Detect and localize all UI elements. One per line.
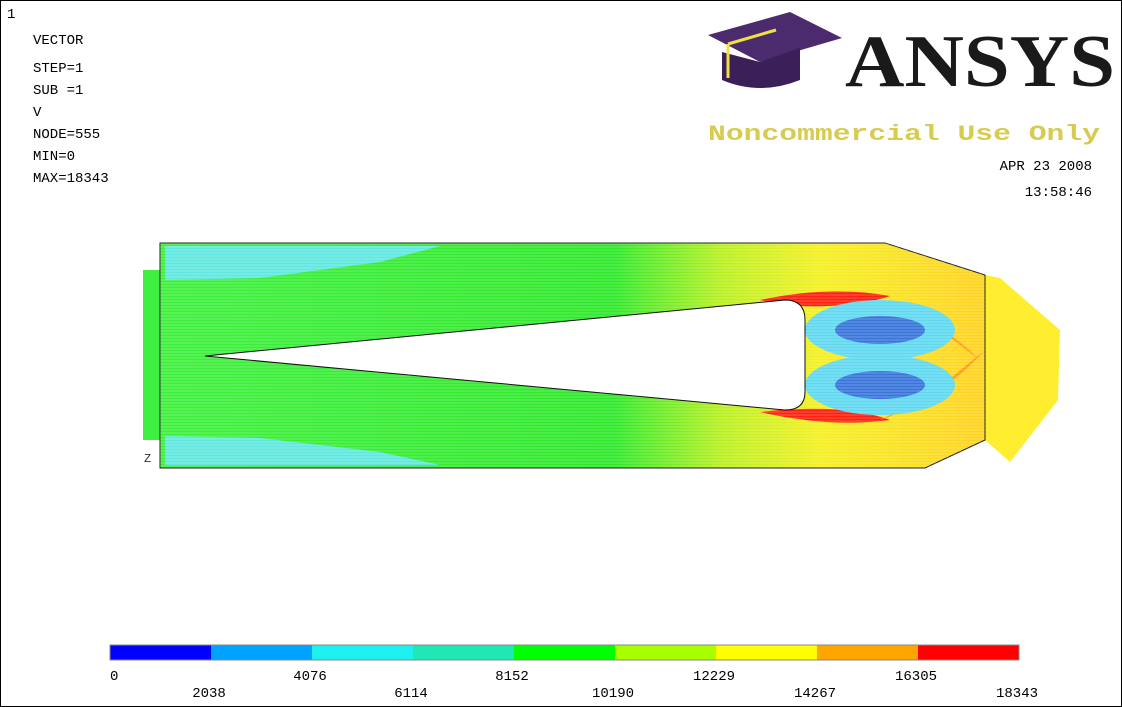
legend-swatch [110, 645, 212, 660]
legend-label: 12229 [693, 669, 735, 685]
legend-swatch [514, 645, 616, 660]
info-line: V [33, 105, 42, 121]
legend-swatch [413, 645, 515, 660]
legend-swatch [211, 645, 313, 660]
legend-swatch [817, 645, 919, 660]
time: 13:58:46 [1025, 185, 1092, 201]
legend-swatch [918, 645, 1020, 660]
legend-label: 16305 [895, 669, 937, 685]
legend-swatch [312, 645, 414, 660]
info-line: VECTOR [33, 33, 84, 49]
legend-swatch [716, 645, 818, 660]
legend-label: 0 [110, 669, 118, 685]
notice: Noncommercial Use Only [708, 122, 1100, 147]
info-line: STEP=1 [33, 61, 83, 77]
legend-label: 6114 [394, 686, 428, 702]
date-label: APR 23 2008 [1000, 159, 1092, 175]
legend-label: 2038 [192, 686, 226, 702]
info-line: SUB =1 [33, 83, 83, 99]
legend-label: 18343 [996, 686, 1038, 702]
info-line: MIN=0 [33, 149, 75, 165]
info-line: MAX=18343 [33, 171, 109, 187]
ansys-graphics-window: 1 VECTOR STEP=1 SUB =1 V NODE=555 MIN=0 MAX=18… [0, 0, 1122, 707]
legend-label: 8152 [495, 669, 529, 685]
legend-label: 10190 [592, 686, 634, 702]
info-line: NODE=555 [33, 127, 100, 143]
legend-label: 4076 [293, 669, 327, 685]
legend-swatch [615, 645, 717, 660]
ansys-logo: ANSYS Noncommercial Use Only [708, 12, 1115, 147]
brand: ANSYS [845, 21, 1115, 103]
vector-plot: Z [143, 243, 1060, 468]
legend-label: 14267 [794, 686, 836, 702]
axis-glyph: Z [144, 452, 151, 466]
window-number: 1 [7, 7, 15, 23]
